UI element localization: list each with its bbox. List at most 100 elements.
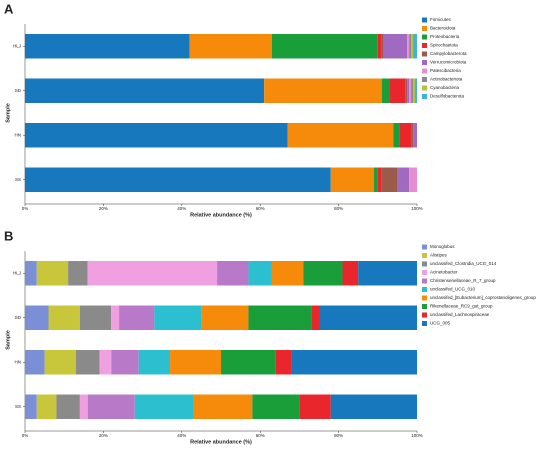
bar-segment — [48, 305, 80, 330]
bar-segment — [358, 261, 417, 286]
bar-segment — [407, 78, 410, 103]
bar-segment — [264, 78, 382, 103]
bar-segment — [411, 78, 414, 103]
x-tick-label: 40% — [177, 433, 186, 438]
bar-segment — [25, 123, 288, 148]
bar-segment — [389, 78, 406, 103]
bar-segment — [25, 350, 45, 375]
x-tick-label: 80% — [334, 433, 343, 438]
legend-swatch — [422, 43, 427, 48]
bar-segment — [271, 261, 304, 286]
bar-segment — [287, 123, 394, 148]
legend-label: Spirochaetota — [430, 43, 458, 48]
legend-swatch — [422, 321, 427, 326]
bar-segment — [252, 394, 300, 419]
bar-segment — [303, 261, 343, 286]
bar-segment — [381, 34, 384, 59]
y-axis-label: Sample — [5, 103, 11, 123]
bar-segment — [87, 261, 218, 286]
bar-segment — [413, 78, 416, 103]
bar-segment — [25, 167, 331, 192]
bar-segment — [381, 78, 390, 103]
x-tick-label: 80% — [334, 206, 343, 211]
x-tick-label: 100% — [411, 433, 423, 438]
bar-segment — [415, 78, 417, 103]
legend-label: unclassifed_Clostridia_UCG_014 — [430, 261, 497, 266]
bar-segment — [311, 305, 319, 330]
bar-segment — [221, 350, 276, 375]
bar-segment — [330, 394, 417, 419]
bar-segment — [25, 34, 190, 59]
x-tick-label: 0% — [22, 206, 29, 211]
bar-segment — [189, 34, 272, 59]
bar-segment — [409, 78, 412, 103]
bar-segment — [271, 34, 378, 59]
bar-segment — [79, 305, 112, 330]
legend-swatch — [422, 60, 427, 65]
legend-label: Cyanobacteria — [430, 85, 460, 90]
bar-segment — [87, 394, 135, 419]
y-tick-label: HN — [15, 132, 22, 137]
bar-segment — [138, 350, 171, 375]
bar-segment — [68, 261, 88, 286]
legend-label: Desulfobacterota — [430, 94, 465, 99]
bar-segment — [291, 350, 417, 375]
bar-segment — [99, 350, 112, 375]
legend-swatch — [422, 51, 427, 57]
legend-swatch — [422, 17, 427, 23]
legend-swatch — [422, 287, 427, 292]
x-tick-label: 40% — [177, 206, 186, 211]
legend-label: Verrucomicrobiota — [430, 60, 467, 65]
y-tick-label: SD — [15, 88, 22, 93]
bar-segment — [411, 123, 414, 148]
bar-segment — [299, 394, 331, 419]
legend-label: UCG_005 — [430, 321, 451, 326]
legend-swatch — [422, 85, 427, 91]
bar-segment — [248, 261, 272, 286]
legend-swatch — [422, 253, 427, 258]
legend-label: Alistipes — [430, 253, 448, 258]
bar-segment — [119, 305, 155, 330]
bar-segment — [407, 34, 410, 59]
panel-label: B — [4, 228, 13, 243]
legend-swatch — [422, 304, 427, 309]
bar-segment — [342, 261, 359, 286]
x-axis-label: Relative abundance (%) — [190, 439, 252, 445]
bar-segment — [381, 167, 398, 192]
legend-label: Firmicutes — [430, 17, 452, 22]
legend-swatch — [422, 34, 427, 40]
legend-label: Acinetobacter — [430, 270, 458, 275]
x-tick-label: 20% — [99, 433, 108, 438]
bar-segment — [373, 167, 378, 192]
legend-swatch — [422, 261, 427, 267]
legend-swatch — [422, 295, 427, 301]
y-tick-label: SS — [15, 177, 21, 182]
y-tick-label: HLJ — [13, 270, 21, 275]
bar-segment — [397, 167, 410, 192]
bar-segment — [36, 394, 57, 419]
bar-segment — [377, 167, 382, 192]
legend-label: Proteobacteria — [430, 34, 460, 39]
bar-segment — [409, 167, 417, 192]
legend-label: Christensenellaceae_R_7_group — [430, 278, 496, 283]
x-tick-label: 20% — [99, 206, 108, 211]
bar-segment — [25, 394, 37, 419]
bar-segment — [393, 123, 400, 148]
x-tick-label: 60% — [256, 433, 265, 438]
legend-swatch — [422, 244, 427, 250]
legend-label: unclassifed_Lachnospiraceae — [430, 312, 490, 317]
legend-label: Monoglobus — [430, 244, 455, 249]
bar-segment — [75, 350, 100, 375]
y-tick-label: HLJ — [13, 43, 21, 48]
bar-segment — [79, 394, 88, 419]
bar-segment — [193, 394, 253, 419]
bar-segment — [399, 123, 412, 148]
bar-segment — [248, 305, 312, 330]
bar-segment — [413, 34, 417, 59]
y-tick-label: SS — [15, 404, 21, 409]
bar-segment — [330, 167, 374, 192]
bar-segment — [411, 34, 414, 59]
x-tick-label: 60% — [256, 206, 265, 211]
bar-segment — [111, 350, 139, 375]
